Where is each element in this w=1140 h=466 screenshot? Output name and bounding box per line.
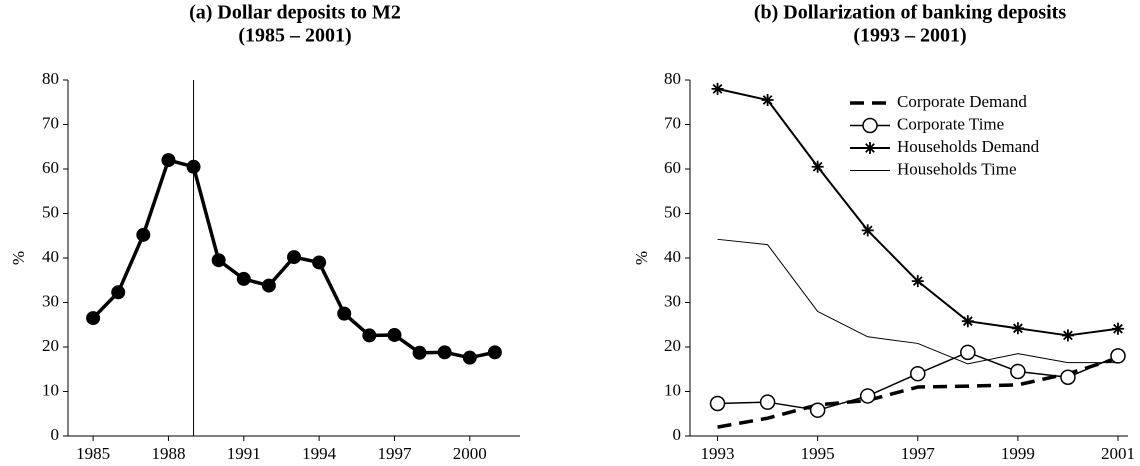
- marker: [362, 328, 377, 343]
- marker: [809, 402, 826, 418]
- legend-marker: [862, 117, 878, 134]
- marker: [1060, 369, 1076, 386]
- marker: [337, 306, 352, 321]
- legend-marker: [864, 142, 876, 154]
- marker: [437, 345, 452, 360]
- marker: [761, 94, 774, 107]
- marker: [1011, 322, 1024, 335]
- chart-title: (a) Dollar deposits to M2: [189, 2, 401, 24]
- x-tick-label: 1999: [1001, 444, 1035, 463]
- marker: [412, 345, 427, 360]
- marker: [759, 394, 776, 410]
- x-tick-label: 2001: [1101, 444, 1135, 463]
- marker: [861, 224, 874, 237]
- x-tick-label: 1988: [151, 444, 185, 463]
- y-axis-label: %: [632, 251, 651, 265]
- y-tick-label: 10: [664, 380, 681, 399]
- y-tick-label: 0: [673, 425, 682, 444]
- x-tick-label: 1997: [901, 444, 936, 463]
- y-tick-label: 20: [42, 336, 59, 355]
- y-tick-label: 60: [664, 158, 681, 177]
- marker: [186, 159, 201, 174]
- legend-label: Corporate Time: [897, 114, 1004, 133]
- data-line: [717, 356, 1119, 429]
- marker: [487, 345, 502, 360]
- marker: [261, 278, 276, 293]
- marker: [462, 350, 477, 365]
- y-tick-label: 30: [664, 291, 681, 310]
- chart-subtitle: (1993 – 2001): [853, 25, 966, 47]
- chart-subtitle: (1985 – 2001): [238, 25, 351, 47]
- marker: [387, 327, 402, 342]
- marker: [711, 82, 724, 95]
- legend-label: Households Demand: [897, 137, 1040, 156]
- x-tick-label: 1995: [801, 444, 835, 463]
- marker: [111, 285, 126, 300]
- marker: [136, 227, 151, 242]
- marker: [312, 255, 327, 270]
- y-tick-label: 80: [42, 69, 59, 88]
- data-line: [717, 238, 1118, 365]
- marker: [1010, 363, 1026, 380]
- y-axis-label: %: [9, 251, 28, 265]
- marker: [211, 253, 226, 268]
- marker: [236, 271, 251, 286]
- legend-label: Households Time: [897, 159, 1017, 178]
- y-tick-label: 60: [42, 158, 59, 177]
- marker: [859, 388, 876, 404]
- marker: [910, 365, 926, 382]
- marker: [911, 275, 924, 288]
- legend-label: Corporate Demand: [897, 92, 1027, 111]
- y-tick-label: 50: [42, 202, 59, 221]
- marker: [287, 250, 301, 265]
- chart-title: (b) Dollarization of banking deposits: [754, 2, 1066, 24]
- x-tick-label: 1994: [302, 444, 337, 463]
- x-tick-label: 2000: [453, 444, 487, 463]
- marker: [811, 160, 824, 173]
- marker: [86, 311, 101, 326]
- marker: [1111, 322, 1124, 335]
- y-tick-label: 70: [664, 113, 681, 132]
- x-tick-label: 1993: [701, 444, 735, 463]
- marker: [960, 344, 976, 361]
- marker: [709, 395, 726, 412]
- marker: [961, 315, 974, 328]
- x-tick-label: 1985: [76, 444, 110, 463]
- y-tick-label: 40: [42, 247, 59, 266]
- y-tick-label: 80: [664, 69, 681, 88]
- x-tick-label: 1991: [227, 444, 261, 463]
- y-tick-label: 0: [51, 425, 60, 444]
- marker: [1061, 329, 1074, 342]
- x-tick-label: 1997: [377, 444, 412, 463]
- y-tick-label: 40: [664, 247, 681, 266]
- y-tick-label: 20: [664, 336, 681, 355]
- marker: [1110, 348, 1126, 364]
- y-tick-label: 50: [664, 202, 681, 221]
- y-tick-label: 70: [42, 113, 59, 132]
- y-tick-label: 30: [42, 291, 59, 310]
- marker: [161, 153, 176, 168]
- y-tick-label: 10: [42, 380, 59, 399]
